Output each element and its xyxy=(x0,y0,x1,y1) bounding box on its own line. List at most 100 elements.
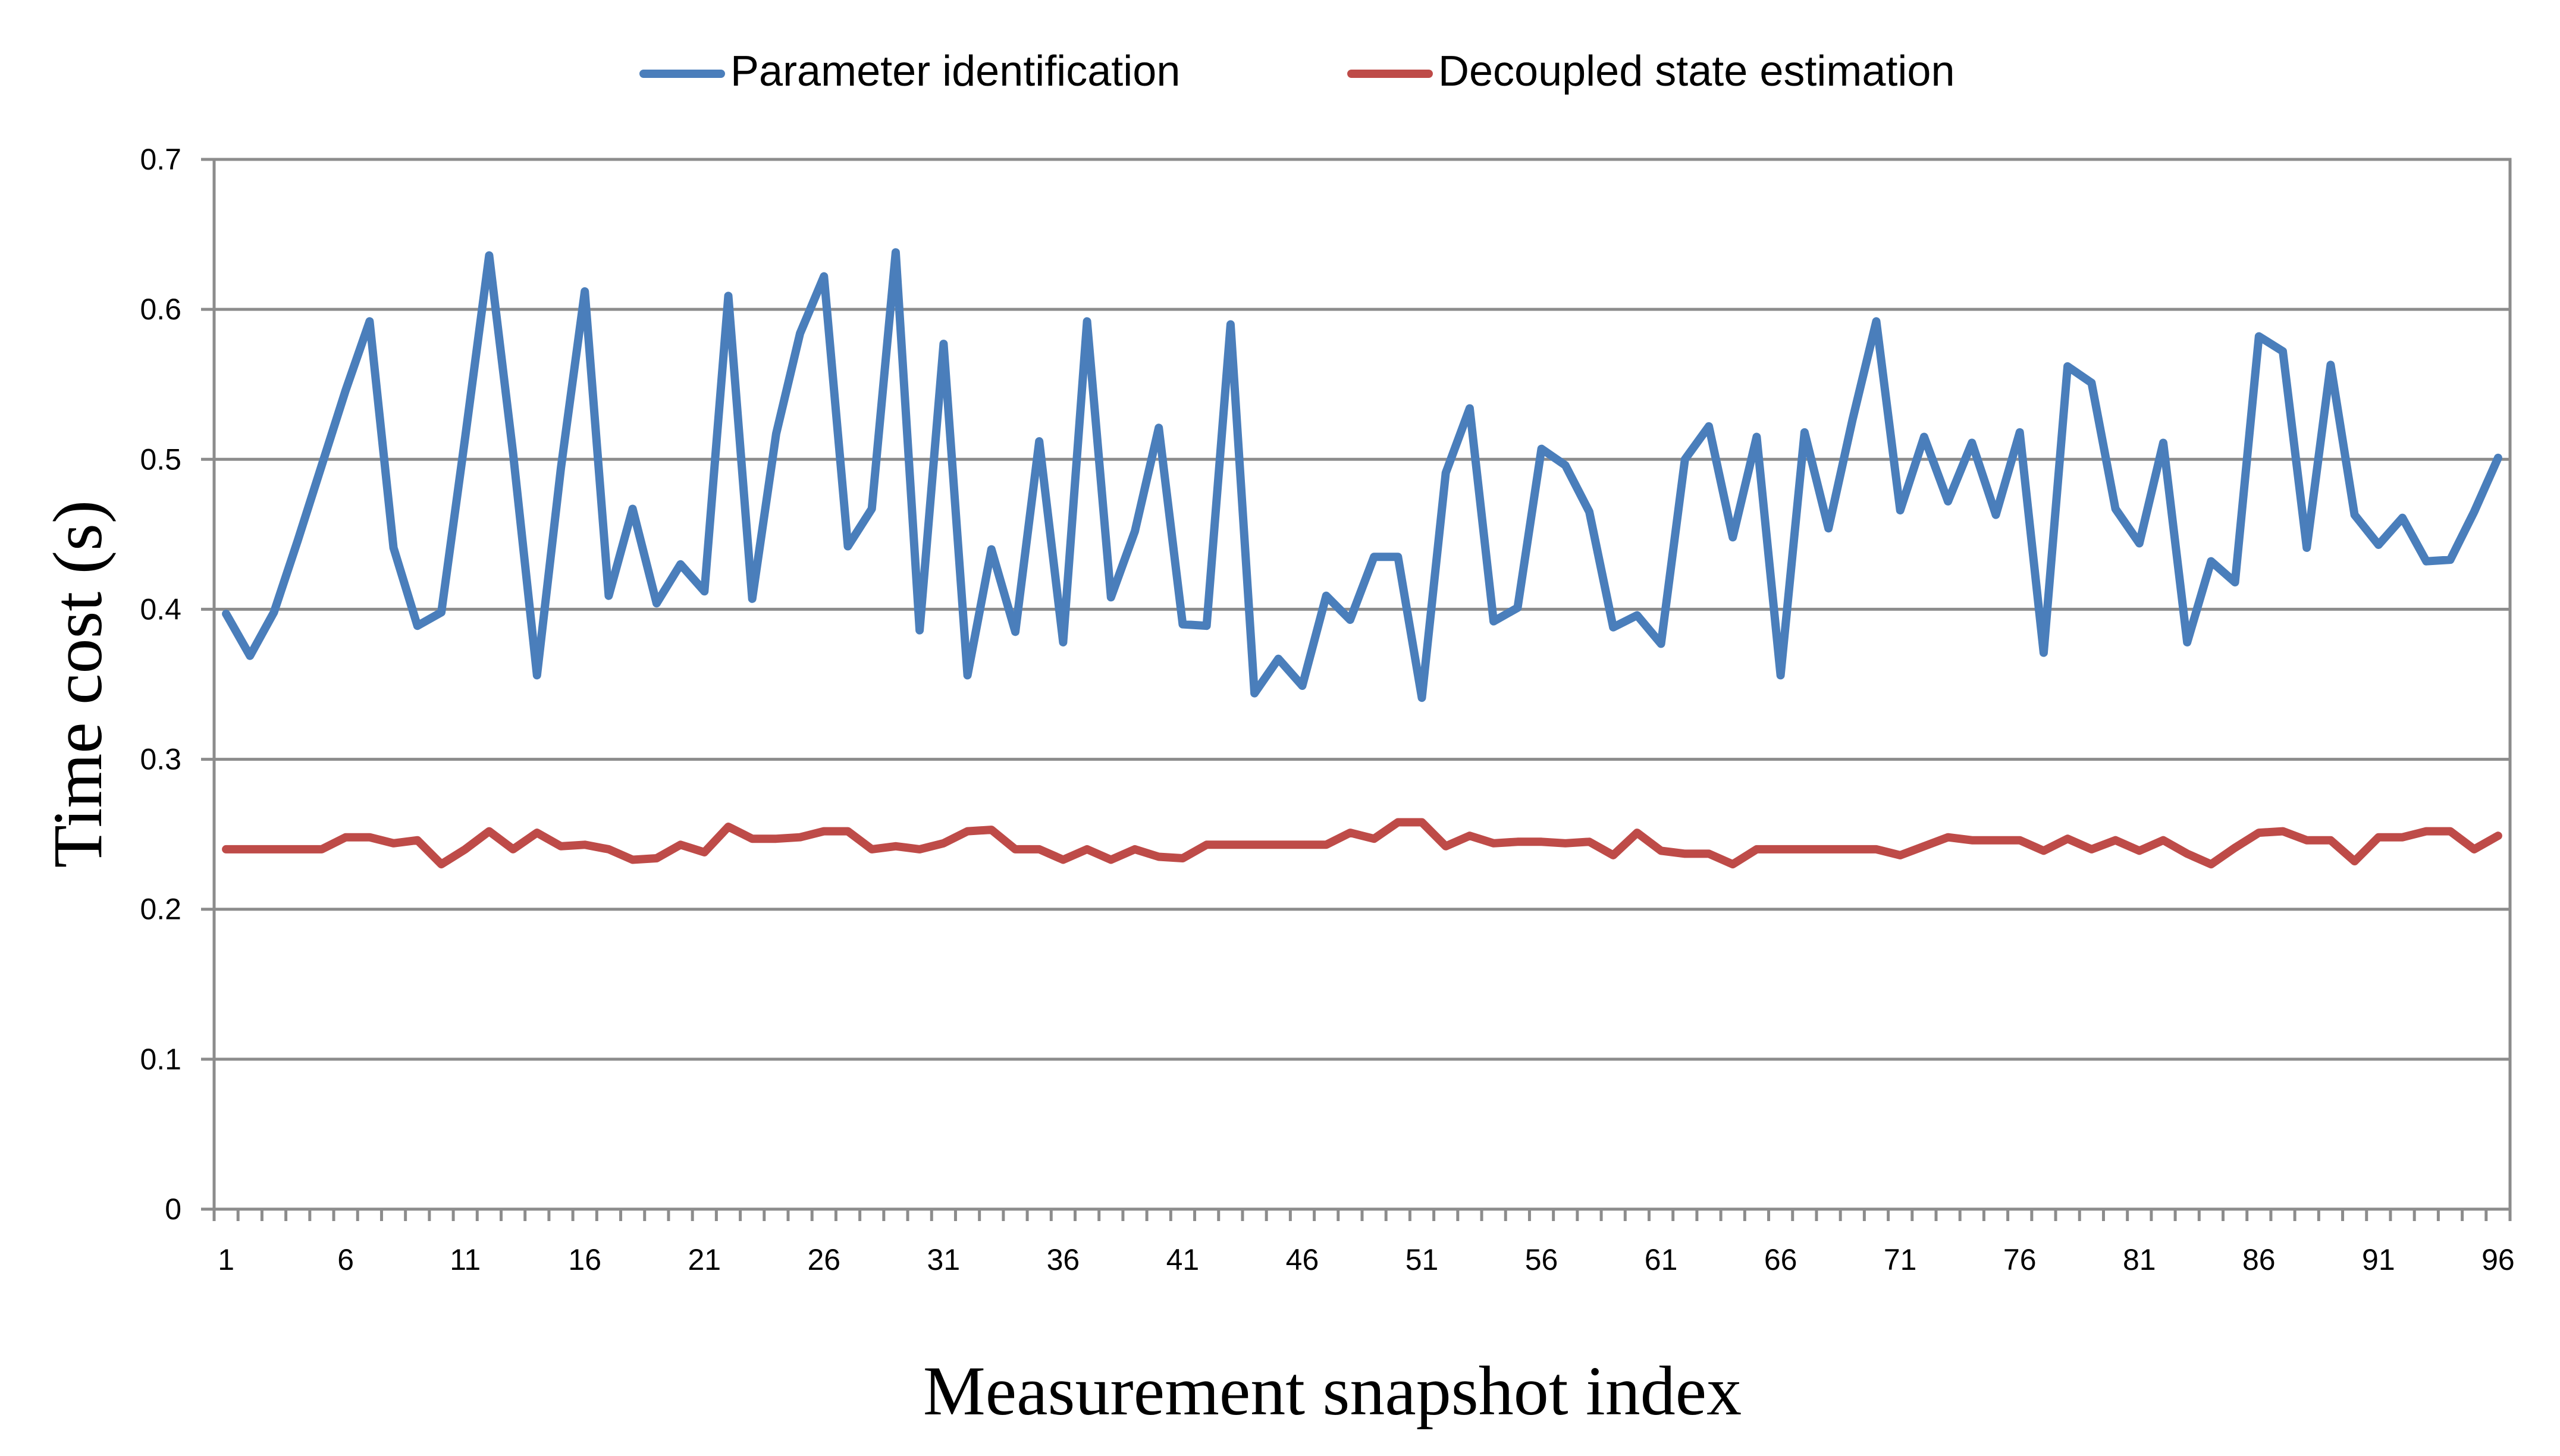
data-point xyxy=(1589,512,1590,513)
data-point xyxy=(1422,697,1423,698)
data-point xyxy=(2282,351,2283,352)
data-point xyxy=(991,549,992,550)
x-tick-label: 11 xyxy=(450,1243,481,1276)
data-point xyxy=(1541,448,1542,450)
data-point xyxy=(1469,835,1470,836)
data-point xyxy=(943,343,944,344)
data-point xyxy=(799,837,801,838)
data-point xyxy=(1206,625,1207,626)
y-tick-label: 0 xyxy=(165,1193,181,1226)
data-point xyxy=(1422,821,1423,823)
data-point xyxy=(2210,864,2211,865)
data-point xyxy=(513,453,514,454)
data-point xyxy=(2474,512,2475,513)
x-tick-label: 26 xyxy=(808,1243,841,1276)
data-point xyxy=(1350,832,1351,833)
data-point xyxy=(321,465,322,466)
data-point xyxy=(2330,364,2331,365)
data-point xyxy=(297,539,299,541)
data-point xyxy=(393,843,394,844)
series-line xyxy=(222,248,2502,702)
data-point xyxy=(1254,693,1255,694)
data-point xyxy=(1732,536,1733,538)
data-point xyxy=(2378,837,2379,838)
data-point xyxy=(1373,556,1375,557)
y-tick-label: 0.5 xyxy=(140,443,181,476)
data-point xyxy=(2043,652,2044,654)
data-point xyxy=(1182,624,1183,625)
data-point xyxy=(1062,642,1063,643)
data-point xyxy=(1756,849,1757,850)
data-point xyxy=(704,852,705,853)
data-point xyxy=(2474,849,2475,850)
data-point xyxy=(2426,831,2427,832)
data-point xyxy=(369,837,370,838)
series-line xyxy=(222,818,2502,869)
data-point xyxy=(967,831,968,832)
data-point xyxy=(1780,674,1781,676)
y-tick-label: 0.4 xyxy=(140,592,181,626)
data-point xyxy=(1517,607,1518,608)
data-point xyxy=(752,598,753,600)
x-tick-label: 56 xyxy=(1525,1243,1558,1276)
data-point xyxy=(2091,849,2092,850)
data-point xyxy=(537,832,538,833)
data-point xyxy=(2043,850,2044,851)
data-point xyxy=(2235,847,2236,848)
data-point xyxy=(1636,832,1637,833)
data-point xyxy=(632,859,633,861)
data-point xyxy=(895,252,896,253)
data-point xyxy=(2306,840,2307,841)
data-point xyxy=(1206,844,1207,845)
data-point xyxy=(632,508,633,509)
data-point xyxy=(1158,856,1159,857)
data-point xyxy=(1804,849,1805,850)
data-point xyxy=(560,846,561,847)
data-point xyxy=(2186,642,2188,643)
data-point xyxy=(1182,858,1183,859)
data-point xyxy=(1445,846,1447,847)
series-lines xyxy=(222,248,2502,869)
data-point xyxy=(417,625,418,626)
data-point xyxy=(2354,514,2355,516)
data-point xyxy=(2067,366,2068,367)
data-point xyxy=(1684,459,1686,460)
series-parameter-identification xyxy=(222,248,2502,702)
data-point xyxy=(441,611,442,613)
data-point xyxy=(584,291,585,292)
data-point xyxy=(608,595,609,597)
data-point xyxy=(1875,849,1877,850)
data-point xyxy=(727,826,729,827)
data-point xyxy=(1230,324,1231,325)
data-point xyxy=(1900,855,1901,856)
data-point xyxy=(2186,853,2188,854)
data-point xyxy=(2258,832,2260,833)
data-point xyxy=(1230,844,1231,845)
data-point xyxy=(345,390,346,391)
data-point xyxy=(1087,321,1088,322)
data-point xyxy=(2067,838,2068,839)
data-point xyxy=(249,849,250,850)
data-point xyxy=(1373,838,1375,839)
data-point xyxy=(799,332,801,334)
data-point xyxy=(1684,853,1686,854)
data-point xyxy=(1636,615,1637,616)
x-tick-label: 21 xyxy=(688,1243,721,1276)
data-point xyxy=(1828,849,1829,850)
data-point xyxy=(823,831,824,832)
x-tick-label: 6 xyxy=(337,1243,354,1276)
data-point xyxy=(2019,840,2021,841)
data-point xyxy=(895,846,896,847)
data-point xyxy=(249,655,250,657)
data-point xyxy=(727,295,729,296)
data-point xyxy=(1062,859,1063,861)
data-point xyxy=(848,546,849,547)
data-point xyxy=(2282,831,2283,832)
data-point xyxy=(1158,427,1159,428)
data-point xyxy=(488,255,490,256)
data-point xyxy=(1996,840,1997,841)
data-point xyxy=(1732,864,1733,865)
data-point xyxy=(656,603,657,604)
data-point xyxy=(417,840,418,841)
